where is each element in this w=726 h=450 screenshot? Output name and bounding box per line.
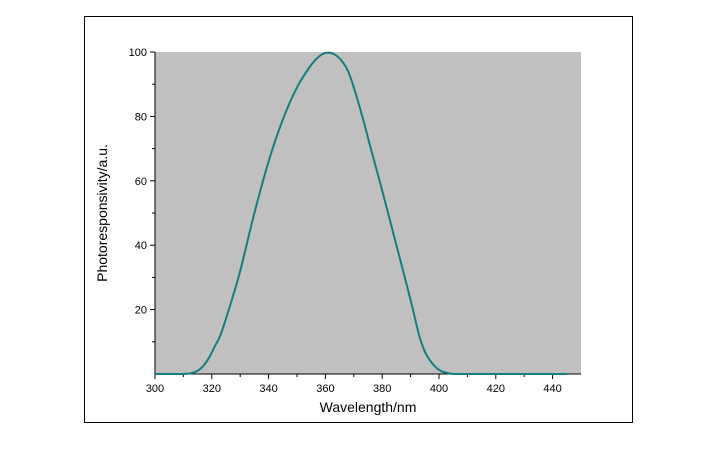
y-axis-label: Photoresponsivity/a.u. bbox=[94, 144, 110, 282]
x-tick-label: 360 bbox=[316, 383, 334, 395]
x-tick-label: 340 bbox=[259, 383, 277, 395]
x-tick-label: 440 bbox=[543, 383, 561, 395]
y-tick-label: 100 bbox=[129, 47, 147, 59]
x-tick-label: 400 bbox=[430, 383, 448, 395]
series-line bbox=[155, 51, 567, 375]
plot-area bbox=[155, 52, 581, 374]
y-axis-ticks: 20 40 60 80 100 bbox=[129, 47, 155, 343]
y-tick-label: 20 bbox=[135, 305, 147, 317]
x-tick-label: 420 bbox=[487, 383, 505, 395]
chart-frame: 300 320 340 360 380 400 420 440 20 40 60 80 100 Wav… bbox=[84, 16, 633, 423]
y-tick-label: 60 bbox=[135, 176, 147, 188]
photoresponsivity-chart: 300 320 340 360 380 400 420 440 20 40 60 80 100 Wav… bbox=[94, 47, 581, 415]
x-axis-ticks: 300 320 340 360 380 400 420 440 bbox=[146, 374, 562, 395]
x-tick-label: 320 bbox=[203, 383, 221, 395]
x-tick-label: 300 bbox=[146, 383, 164, 395]
x-tick-label: 380 bbox=[373, 383, 391, 395]
y-tick-label: 80 bbox=[135, 111, 147, 123]
x-axis-label: Wavelength/nm bbox=[320, 399, 417, 415]
y-tick-label: 40 bbox=[135, 240, 147, 252]
